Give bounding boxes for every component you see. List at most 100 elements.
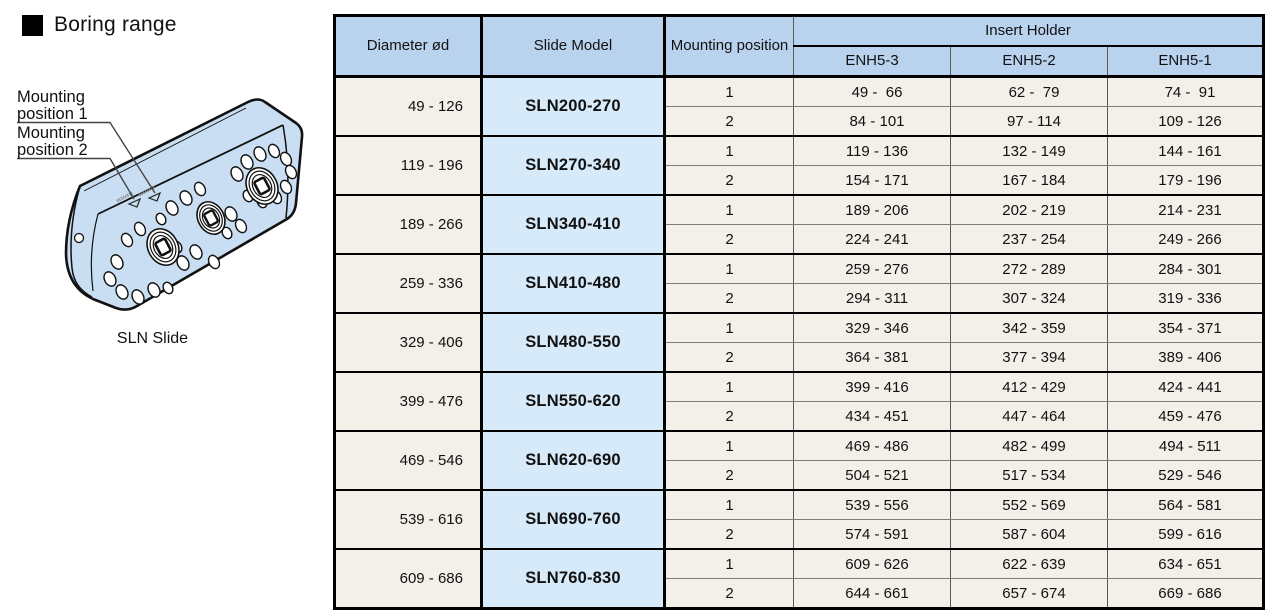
slide-model-cell: SLN690-760 — [480, 489, 666, 550]
table-row: 2 434 - 451 447 - 464 459 - 476 — [335, 401, 1264, 432]
table-header-row-2: ENH5-3 ENH5-2 ENH5-1 — [335, 45, 1264, 78]
table-row: 49 - 126 SLN200-270 1 49 - 66 62 - 79 74 - 91 — [334, 76, 1264, 137]
slide-model-cell: SLN760-830 — [480, 548, 666, 610]
left-cap-edge-outer — [70, 185, 93, 298]
slide-model-cell: SLN340-410 — [480, 194, 666, 255]
insert-holder-range-cell: 354 - 371 — [1107, 312, 1264, 343]
insert-holder-range-cell: 132 - 149 — [950, 135, 1108, 166]
insert-holder-range-cell: 272 - 289 — [950, 253, 1108, 284]
insert-holder-range-cell: 237 - 254 — [950, 224, 1108, 255]
insert-holder-range-cell: 482 - 499 — [950, 430, 1108, 461]
mounting-position-cell: 2 — [664, 519, 794, 550]
insert-holder-range-cell: 609 - 626 — [793, 548, 951, 579]
insert-holder-range-cell: 49 - 66 — [793, 76, 951, 107]
insert-holder-range-cell: 657 - 674 — [950, 578, 1108, 610]
insert-holder-range-cell: 399 - 416 — [793, 371, 951, 402]
table-row: 259 - 336 SLN410-480 1 259 - 276 272 - 289 28… — [334, 253, 1264, 314]
insert-holder-range-cell: 434 - 451 — [793, 401, 951, 432]
mounting-position-cell: 1 — [664, 76, 794, 107]
diameter-cell: 469 - 546 — [334, 430, 483, 491]
insert-holder-range-cell: 342 - 359 — [950, 312, 1108, 343]
mounting-position-cell: 2 — [664, 106, 794, 137]
table-row: 609 - 686 SLN760-830 1 609 - 626 622 - 639 63… — [334, 548, 1264, 610]
insert-holder-range-cell: 669 - 686 — [1107, 578, 1264, 610]
table-row: 539 - 616 SLN690-760 1 539 - 556 552 - 569 56… — [334, 489, 1264, 550]
position-marker-2-icon — [127, 197, 142, 208]
mounting-position-cell: 1 — [664, 253, 794, 284]
insert-holder-range-cell: 552 - 569 — [950, 489, 1108, 520]
column-header-slide-model: Slide Model — [480, 15, 666, 78]
insert-holder-range-cell: 539 - 556 — [793, 489, 951, 520]
mounting-position-cell: 2 — [664, 165, 794, 196]
table-row: 2 504 - 521 517 - 534 529 - 546 — [335, 460, 1264, 491]
section-title-text: Boring range — [54, 13, 177, 36]
insert-holder-range-cell: 469 - 486 — [793, 430, 951, 461]
insert-holder-range-cell: 74 - 91 — [1107, 76, 1264, 107]
table-row: 2 84 - 101 97 - 114 109 - 126 — [335, 106, 1264, 137]
mounting-position-cell: 1 — [664, 135, 794, 166]
engraving-mark-2 — [116, 191, 133, 203]
insert-holder-range-cell: 574 - 591 — [793, 519, 951, 550]
insert-holder-range-cell: 307 - 324 — [950, 283, 1108, 314]
front-top-edge — [97, 124, 284, 215]
end-cap-hole — [73, 232, 85, 244]
boring-range-table: Diameter ød Slide Model Mounting positio… — [333, 14, 1265, 610]
insert-holder-range-cell: 494 - 511 — [1107, 430, 1264, 461]
table-header-row-1: Diameter ød Slide Model Mounting positio… — [334, 15, 1264, 78]
diameter-cell: 119 - 196 — [334, 135, 483, 196]
large-bores — [146, 167, 279, 266]
insert-holder-range-cell: 249 - 266 — [1107, 224, 1264, 255]
mounting-position-cell: 2 — [664, 401, 794, 432]
table-row: 2 224 - 241 237 - 254 249 - 266 — [335, 224, 1264, 255]
mounting-position-cell: 2 — [664, 342, 794, 373]
column-header-enh5-2: ENH5-2 — [950, 45, 1108, 78]
insert-holder-range-cell: 634 - 651 — [1107, 548, 1264, 579]
slide-model-cell: SLN550-620 — [480, 371, 666, 432]
table-row: 2 364 - 381 377 - 394 389 - 406 — [335, 342, 1264, 373]
insert-holder-range-cell: 214 - 231 — [1107, 194, 1264, 225]
mounting-position-cell: 2 — [664, 460, 794, 491]
insert-holder-range-cell: 599 - 616 — [1107, 519, 1264, 550]
section-title: Boring range — [22, 13, 177, 37]
diameter-cell: 399 - 476 — [334, 371, 483, 432]
slide-model-cell: SLN270-340 — [480, 135, 666, 196]
section-bullet-icon — [22, 14, 43, 36]
insert-holder-range-cell: 564 - 581 — [1107, 489, 1264, 520]
insert-holder-range-cell: 364 - 381 — [793, 342, 951, 373]
insert-holder-range-cell: 517 - 534 — [950, 460, 1108, 491]
insert-holder-range-cell: 224 - 241 — [793, 224, 951, 255]
mounting-position-cell: 2 — [664, 224, 794, 255]
table-row: 399 - 476 SLN550-620 1 399 - 416 412 - 429 42… — [334, 371, 1264, 432]
insert-holder-range-cell: 294 - 311 — [793, 283, 951, 314]
table-row: 2 294 - 311 307 - 324 319 - 336 — [335, 283, 1264, 314]
insert-holder-range-cell: 329 - 346 — [793, 312, 951, 343]
insert-holder-range-cell: 529 - 546 — [1107, 460, 1264, 491]
diameter-cell: 609 - 686 — [334, 548, 483, 610]
insert-holder-range-cell: 167 - 184 — [950, 165, 1108, 196]
insert-holder-range-cell: 459 - 476 — [1107, 401, 1264, 432]
insert-holder-range-cell: 119 - 136 — [793, 135, 951, 166]
insert-holder-range-cell: 84 - 101 — [793, 106, 951, 137]
insert-holder-range-cell: 377 - 394 — [950, 342, 1108, 373]
rear-chamfer-edge — [83, 107, 247, 192]
column-header-mounting-position: Mounting position — [664, 15, 794, 78]
column-header-insert-holder: Insert Holder — [793, 15, 1264, 47]
column-header-enh5-3: ENH5-3 — [793, 45, 951, 78]
diameter-cell: 259 - 336 — [334, 253, 483, 314]
sln-slide-diagram: Mounting position 1 Mounting position 2 — [17, 88, 304, 311]
table-row: 469 - 546 SLN620-690 1 469 - 486 482 - 499 49… — [334, 430, 1264, 491]
table-row: 119 - 196 SLN270-340 1 119 - 136 132 - 149 14… — [334, 135, 1264, 196]
callout-1-leader — [17, 121, 156, 194]
mounting-position-cell: 1 — [664, 548, 794, 579]
slide-model-cell: SLN480-550 — [480, 312, 666, 373]
diameter-cell: 329 - 406 — [334, 312, 483, 373]
mounting-position-2-label-line1: Mounting — [17, 124, 85, 142]
insert-holder-range-cell: 644 - 661 — [793, 578, 951, 610]
insert-holder-range-cell: 259 - 276 — [793, 253, 951, 284]
insert-holder-range-cell: 154 - 171 — [793, 165, 951, 196]
table-row: 2 154 - 171 167 - 184 179 - 196 — [335, 165, 1264, 196]
slide-model-cell: SLN200-270 — [480, 76, 666, 137]
position-marker-1-icon — [147, 191, 162, 202]
mounting-position-cell: 1 — [664, 194, 794, 225]
table-body: 49 - 126 SLN200-270 1 49 - 66 62 - 79 74 - 91… — [334, 76, 1264, 610]
